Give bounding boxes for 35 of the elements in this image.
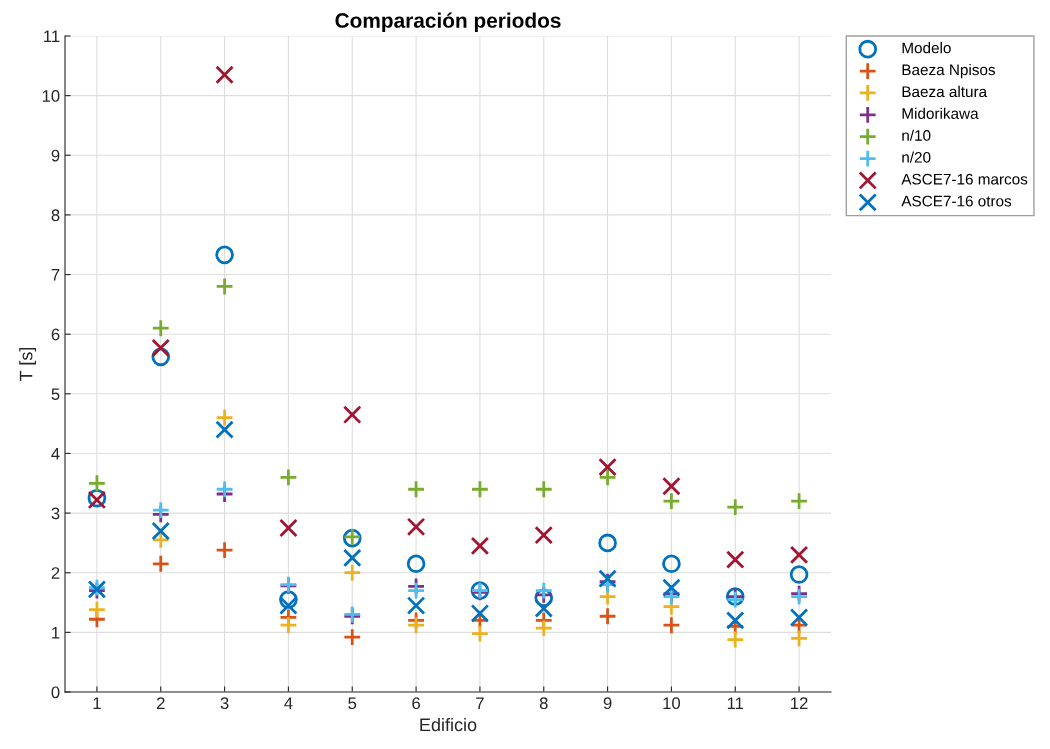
legend-label: ASCE7-16 otros	[901, 195, 1012, 207]
legend-label: n/20	[902, 151, 931, 163]
x-tick-label: 7	[476, 697, 484, 709]
y-tick-label: 7	[51, 269, 60, 281]
x-tick-label: 2	[156, 697, 165, 709]
y-tick-label: 4	[51, 448, 60, 460]
y-tick-label: 3	[51, 507, 60, 520]
x-axis-title: Edificio	[420, 717, 477, 732]
y-tick-label: 6	[51, 328, 60, 341]
legend-label: Modelo	[902, 42, 951, 54]
legend-label: Midorikawa	[902, 107, 979, 119]
x-tick-label: 5	[348, 697, 357, 710]
x-tick-label: 1	[93, 697, 101, 709]
y-tick-label: 2	[51, 567, 60, 579]
y-tick-label: 8	[51, 209, 60, 222]
y-tick-label: 9	[51, 149, 60, 162]
x-tick-label: 3	[220, 697, 229, 710]
legend-label: ASCE7-16 marcos	[901, 173, 1028, 185]
y-tick-label: 0	[51, 686, 60, 699]
x-tick-label: 9	[603, 697, 612, 710]
legend-label: Baeza Npisos	[902, 63, 996, 79]
chart-title: Comparación periodos	[335, 12, 561, 32]
y-axis-title: T [s]	[19, 347, 37, 381]
x-tick-label: 11	[727, 697, 744, 709]
legend-label: Baeza altura	[902, 85, 988, 98]
x-tick-label: 8	[539, 697, 548, 710]
legend-label: n/10	[902, 129, 931, 141]
y-tick-label: 1	[52, 626, 60, 639]
y-tick-label: 10	[42, 90, 60, 102]
x-tick-label: 10	[663, 697, 681, 710]
y-tick-label: 5	[51, 388, 60, 401]
x-tick-label: 6	[412, 697, 420, 710]
y-tick-label: 11	[44, 30, 60, 43]
x-tick-label: 12	[791, 697, 808, 709]
x-tick-label: 4	[284, 697, 293, 709]
